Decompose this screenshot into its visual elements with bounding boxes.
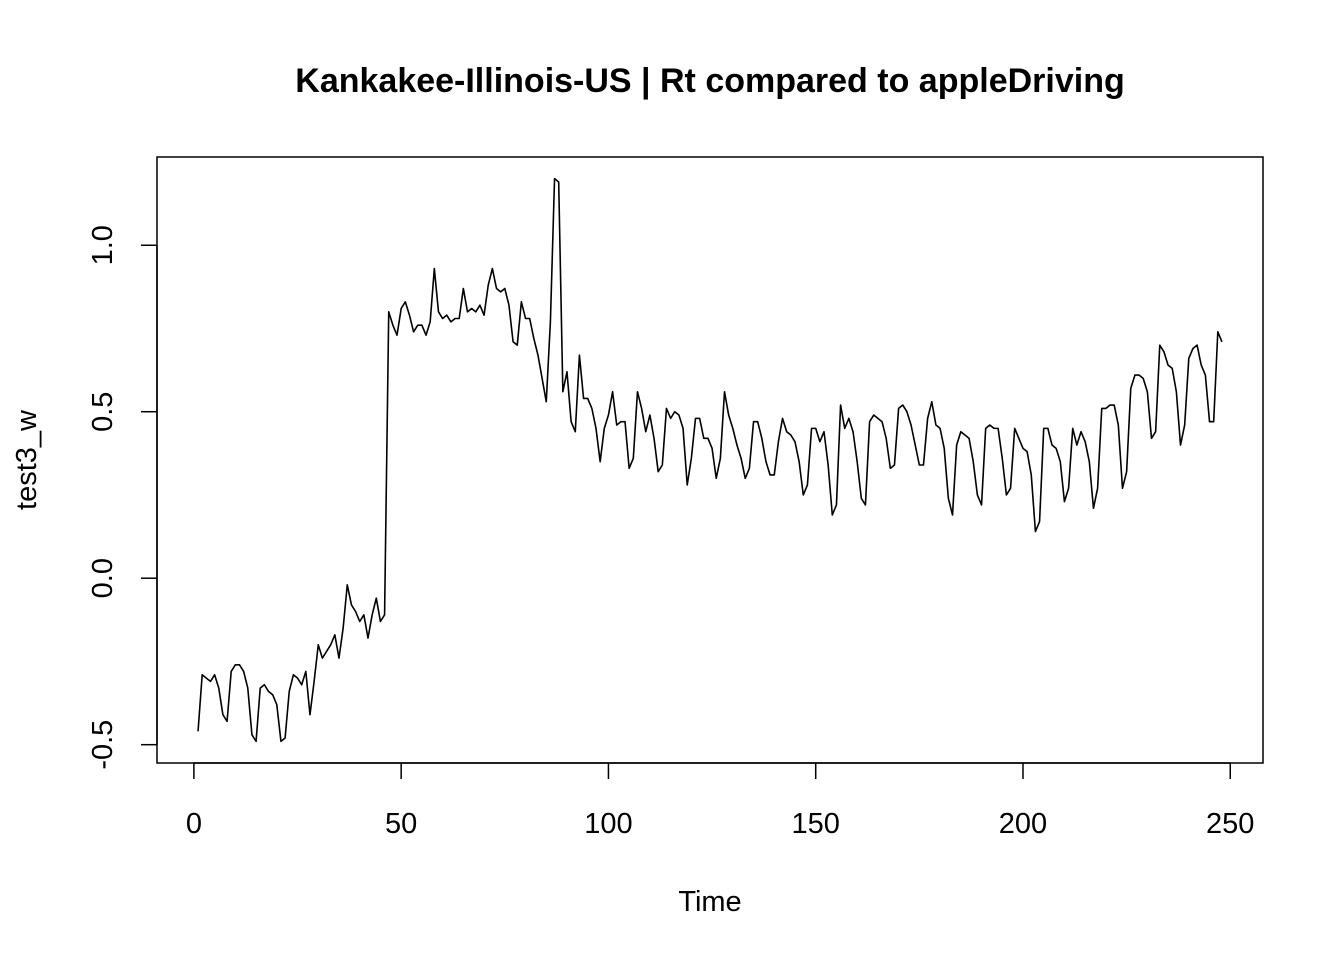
y-tick-label: -0.5 <box>87 720 119 770</box>
x-axis-label: Time <box>678 886 741 918</box>
plot-frame <box>156 156 1264 764</box>
x-tick-label: 50 <box>385 808 417 840</box>
x-axis: 0 50 100 150 200 250 <box>186 762 1254 840</box>
y-axis: -0.5 0.0 0.5 1.0 <box>87 225 158 770</box>
x-tick-label: 0 <box>186 808 202 840</box>
x-tick-label: 250 <box>1206 808 1254 840</box>
series-line <box>197 177 1223 743</box>
x-tick-label: 100 <box>584 808 632 840</box>
y-axis-label: test3_w <box>11 409 43 510</box>
chart-title: Kankakee-Illinois-US | Rt compared to ap… <box>295 62 1124 100</box>
y-tick-label: 1.0 <box>87 225 119 265</box>
x-tick-label: 150 <box>792 808 840 840</box>
y-tick-label: 0.5 <box>87 392 119 432</box>
x-tick-label: 200 <box>999 808 1047 840</box>
y-tick-label: 0.0 <box>87 558 119 598</box>
